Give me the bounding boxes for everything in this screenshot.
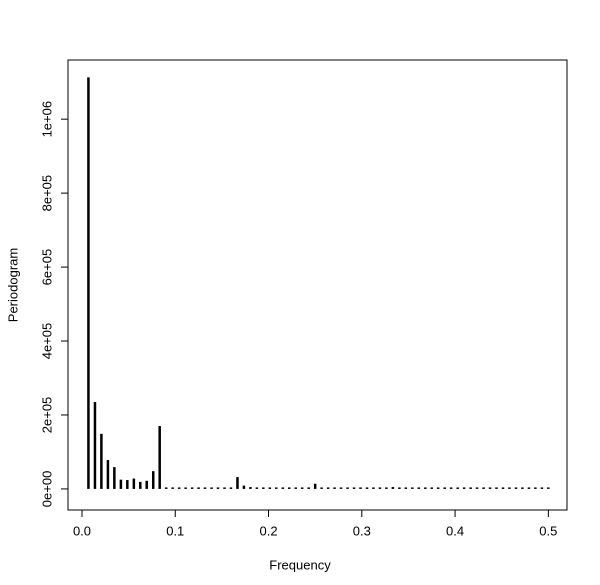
plot-box xyxy=(67,59,568,511)
y-tick-label: 2e+05 xyxy=(39,397,54,434)
y-tick-label: 0e+00 xyxy=(39,471,54,508)
x-tick-label: 0.0 xyxy=(73,523,91,538)
x-tick-label: 0.3 xyxy=(353,523,371,538)
x-axis-label: Frequency xyxy=(269,557,331,572)
y-tick-label: 6e+05 xyxy=(39,249,54,286)
y-axis-label: Periodogram xyxy=(5,248,20,322)
x-tick-label: 0.1 xyxy=(166,523,184,538)
x-tick-label: 0.2 xyxy=(259,523,277,538)
y-tick-label: 8e+05 xyxy=(39,175,54,212)
x-tick-label: 0.4 xyxy=(446,523,464,538)
y-tick-label: 4e+05 xyxy=(39,323,54,360)
y-tick-label: 1e+06 xyxy=(39,101,54,138)
x-tick-label: 0.5 xyxy=(539,523,557,538)
